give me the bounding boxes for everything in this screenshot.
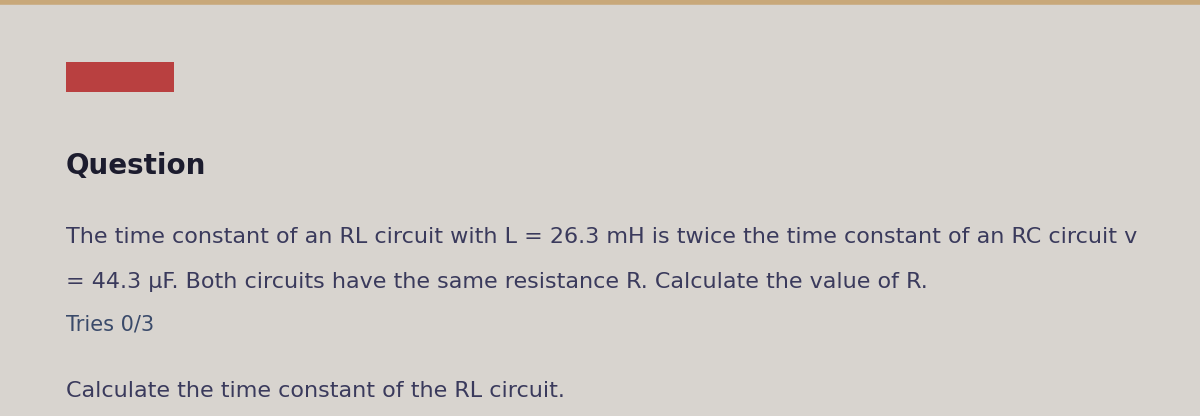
Text: Calculate the time constant of the RL circuit.: Calculate the time constant of the RL ci…: [66, 381, 565, 401]
Bar: [66, 62, 174, 92]
Text: Tries 0/3: Tries 0/3: [66, 314, 154, 334]
Text: The time constant of an RL circuit with L = 26.3 mH is twice the time constant o: The time constant of an RL circuit with …: [66, 227, 1138, 247]
Text: Question: Question: [66, 152, 206, 180]
Text: = 44.3 µF. Both circuits have the same resistance R. Calculate the value of R.: = 44.3 µF. Both circuits have the same r…: [66, 272, 928, 292]
